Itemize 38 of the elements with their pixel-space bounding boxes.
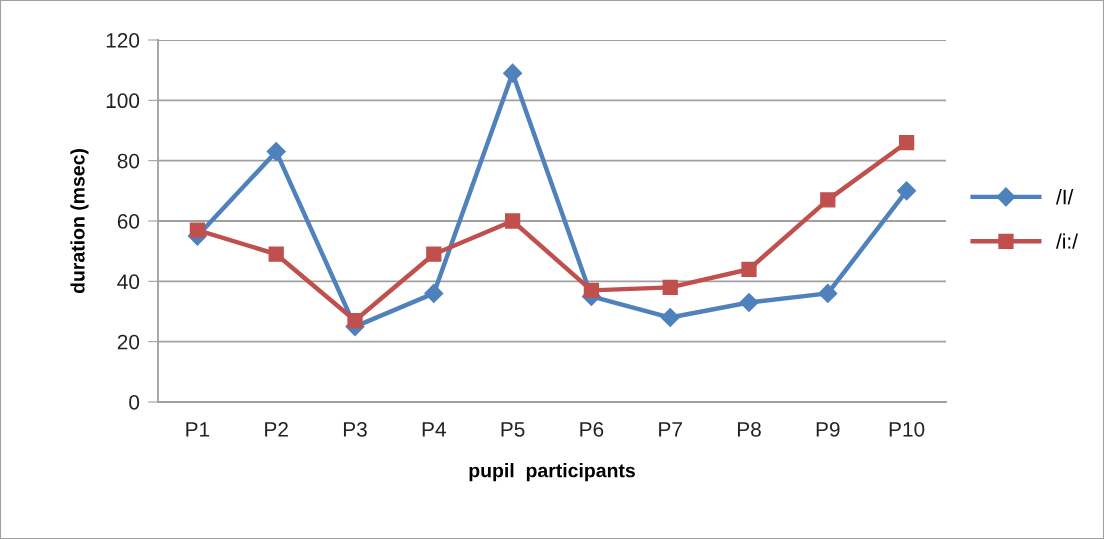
x-tick-label: P10 xyxy=(889,421,925,437)
x-tick-label: P1 xyxy=(186,422,210,437)
legend-label: /I/ xyxy=(1055,189,1074,205)
point xyxy=(347,312,363,329)
x-tick-label: P3 xyxy=(343,421,367,437)
x-tick-label: P8 xyxy=(737,421,761,437)
point xyxy=(820,192,836,208)
point xyxy=(266,142,286,162)
point xyxy=(504,213,521,229)
y-tick-label: 80 xyxy=(117,153,140,169)
x-tick-label: P9 xyxy=(816,421,840,437)
point xyxy=(268,246,284,262)
point xyxy=(741,261,757,277)
point xyxy=(426,246,442,262)
y-tick-label: 40 xyxy=(117,274,140,290)
point xyxy=(503,63,523,83)
point xyxy=(662,279,678,296)
x-tick-label: P5 xyxy=(501,422,525,437)
y-tick-label: 120 xyxy=(106,33,140,48)
point xyxy=(189,222,206,238)
point xyxy=(897,181,917,201)
x-axis-title: pupil participants xyxy=(469,463,635,482)
y-tick-label: 0 xyxy=(129,395,140,410)
x-tick-label: P7 xyxy=(659,422,682,437)
y-axis-title: duration (msec) xyxy=(70,149,89,294)
x-tick-label: P2 xyxy=(265,421,288,437)
point xyxy=(424,283,444,303)
x-tick-label: P6 xyxy=(580,421,604,437)
point xyxy=(660,307,680,328)
y-tick-label: 20 xyxy=(117,334,140,350)
y-tick-label: 60 xyxy=(117,214,140,229)
point xyxy=(898,134,915,151)
y-tick-label: 100 xyxy=(106,93,140,109)
x-tick-label: P4 xyxy=(422,422,446,437)
point xyxy=(818,283,838,303)
point xyxy=(583,282,600,299)
point xyxy=(739,292,759,312)
legend-label: /i:/ xyxy=(1055,233,1078,249)
